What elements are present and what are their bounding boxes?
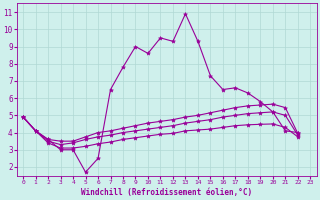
X-axis label: Windchill (Refroidissement éolien,°C): Windchill (Refroidissement éolien,°C) [81, 188, 252, 197]
